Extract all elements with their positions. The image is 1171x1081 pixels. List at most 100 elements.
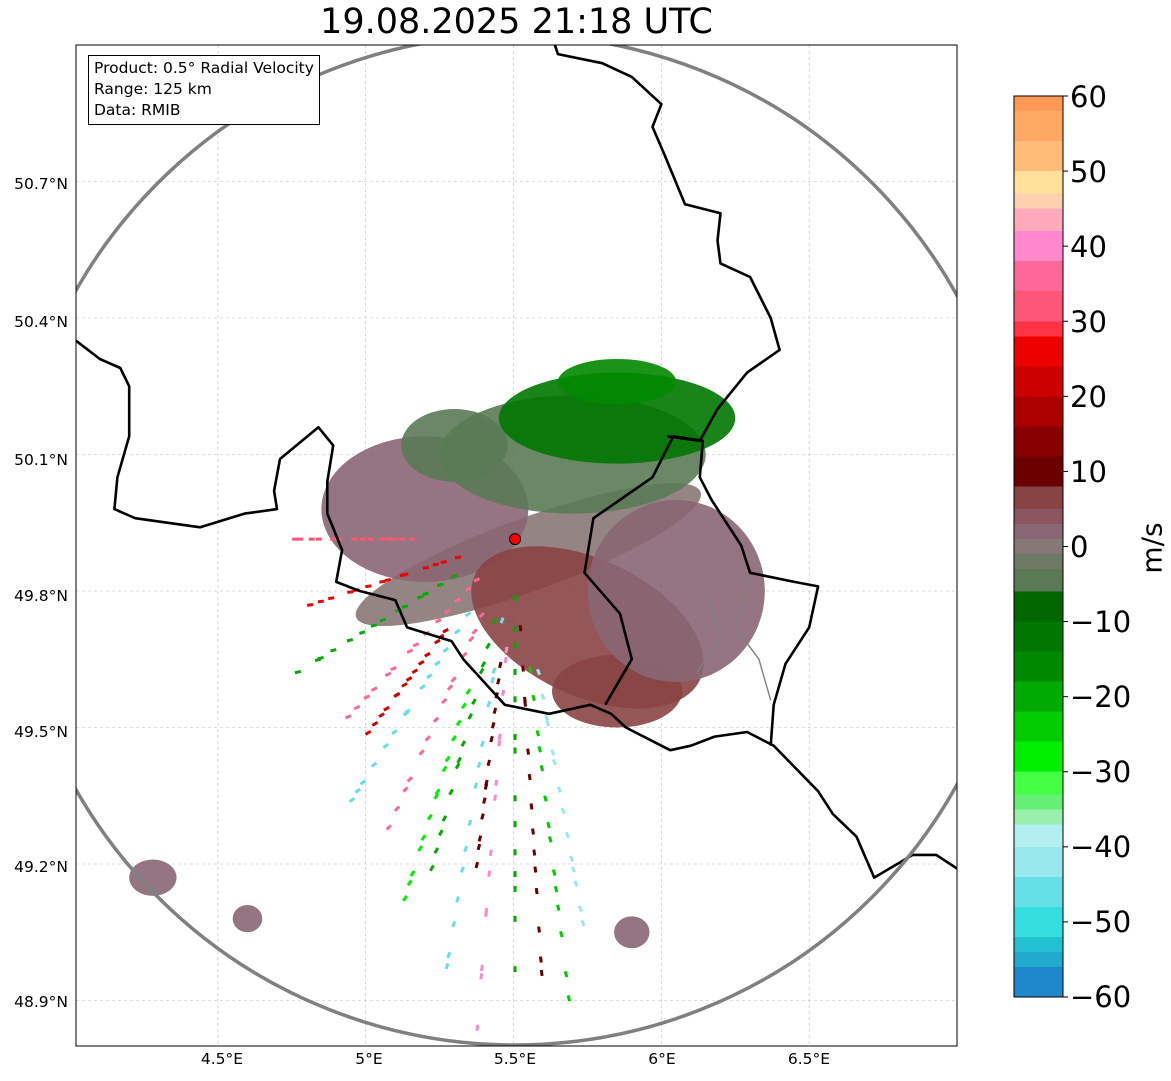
lon-label: 4.5°E xyxy=(200,1050,244,1068)
velocity-echo xyxy=(513,747,517,754)
velocity-echo xyxy=(420,834,427,841)
colorbar-tick-label: −50 xyxy=(1070,905,1132,939)
velocity-echo xyxy=(390,666,397,672)
velocity-echo xyxy=(417,845,424,852)
velocity-echo xyxy=(483,783,489,790)
velocity-echo xyxy=(513,626,517,633)
velocity-echo xyxy=(359,537,366,541)
velocity-echo xyxy=(294,669,302,675)
velocity-echo xyxy=(491,617,498,625)
colorbar-tick-label: 10 xyxy=(1070,455,1107,489)
velocity-area xyxy=(498,372,736,464)
velocity-echo xyxy=(432,716,440,723)
colorbar-tick-label: 60 xyxy=(1070,80,1107,114)
velocity-echo xyxy=(454,762,461,770)
velocity-echo xyxy=(422,591,429,597)
velocity-echo xyxy=(412,642,420,648)
velocity-echo xyxy=(573,880,579,887)
lat-label: 50.4°N xyxy=(14,313,68,331)
velocity-echo xyxy=(544,714,550,722)
velocity-echo xyxy=(527,773,532,781)
velocity-echo xyxy=(433,792,440,800)
velocity-echo xyxy=(566,994,572,1002)
velocity-echo xyxy=(433,638,441,645)
velocity-echo xyxy=(370,623,378,628)
velocity-echo xyxy=(513,795,517,802)
velocity-area xyxy=(614,916,650,949)
velocity-echo xyxy=(315,537,322,541)
velocity-echo xyxy=(424,735,432,742)
velocity-echo xyxy=(393,805,401,812)
radar-site-marker xyxy=(509,533,522,546)
colorbar-tick-label: −40 xyxy=(1070,830,1132,864)
velocity-echo xyxy=(379,617,387,623)
velocity-echo xyxy=(391,537,398,541)
velocity-area xyxy=(129,859,177,896)
velocity-echo xyxy=(455,719,462,727)
velocity-echo xyxy=(468,635,475,643)
velocity-echo xyxy=(513,821,517,828)
colorbar-bar xyxy=(1013,95,1064,998)
velocity-echo xyxy=(476,761,482,769)
velocity-echo xyxy=(474,861,480,869)
velocity-area xyxy=(557,358,677,405)
velocity-echo xyxy=(543,795,548,802)
velocity-echo xyxy=(479,964,484,972)
velocity-echo xyxy=(434,618,442,624)
velocity-echo xyxy=(492,707,498,715)
velocity-echo xyxy=(424,651,431,658)
velocity-echo xyxy=(473,782,479,789)
velocity-echo xyxy=(494,779,499,787)
velocity-echo xyxy=(486,759,492,767)
velocity-echo xyxy=(569,855,575,863)
velocity-echo xyxy=(433,847,440,854)
velocity-echo xyxy=(405,676,413,682)
colorbar-tick-label: 20 xyxy=(1070,380,1107,414)
velocity-echo xyxy=(448,788,454,796)
velocity-echo xyxy=(365,584,372,589)
velocity-echo xyxy=(484,910,489,917)
velocity-echo xyxy=(384,671,392,678)
velocity-echo xyxy=(330,537,337,541)
colorbar-tick-label: −10 xyxy=(1070,605,1132,639)
velocity-echo xyxy=(513,642,517,649)
velocity-echo xyxy=(379,537,386,541)
lon-label: 6°E xyxy=(648,1050,676,1068)
velocity-echo xyxy=(446,684,454,691)
velocity-echo xyxy=(456,756,462,764)
velocity-echo xyxy=(419,684,426,691)
velocity-echo xyxy=(370,686,378,692)
lat-label: 49.5°N xyxy=(14,723,68,741)
velocity-echo xyxy=(450,676,457,683)
velocity-echo xyxy=(330,648,337,653)
velocity-echo xyxy=(490,676,495,684)
country-border xyxy=(583,435,820,746)
velocity-echo xyxy=(418,749,425,756)
velocity-echo xyxy=(560,807,566,815)
velocity-echo xyxy=(443,608,451,615)
velocity-echo xyxy=(416,594,424,600)
velocity-echo xyxy=(314,657,322,663)
velocity-echo xyxy=(551,758,557,766)
country-border xyxy=(76,339,957,879)
velocity-echo xyxy=(371,720,379,727)
velocity-echo xyxy=(533,866,538,873)
velocity-echo xyxy=(580,919,586,927)
velocity-echo xyxy=(485,642,491,650)
velocity-echo xyxy=(308,537,315,541)
info-data-source: Data: RMIB xyxy=(94,101,181,119)
velocity-echo xyxy=(444,962,450,970)
info-range: Range: 125 km xyxy=(94,80,212,98)
velocity-echo xyxy=(556,904,561,911)
colorbar-tick-label: −30 xyxy=(1070,755,1132,789)
velocity-echo xyxy=(460,702,467,710)
velocity-echo xyxy=(434,788,441,796)
velocity-echo xyxy=(501,689,506,697)
velocity-echo xyxy=(451,920,457,928)
velocity-echo xyxy=(444,755,451,763)
velocity-echo xyxy=(513,668,517,675)
velocity-echo xyxy=(546,821,551,829)
velocity-echo xyxy=(564,831,570,839)
regional-border xyxy=(696,590,722,674)
velocity-echo xyxy=(534,887,539,895)
